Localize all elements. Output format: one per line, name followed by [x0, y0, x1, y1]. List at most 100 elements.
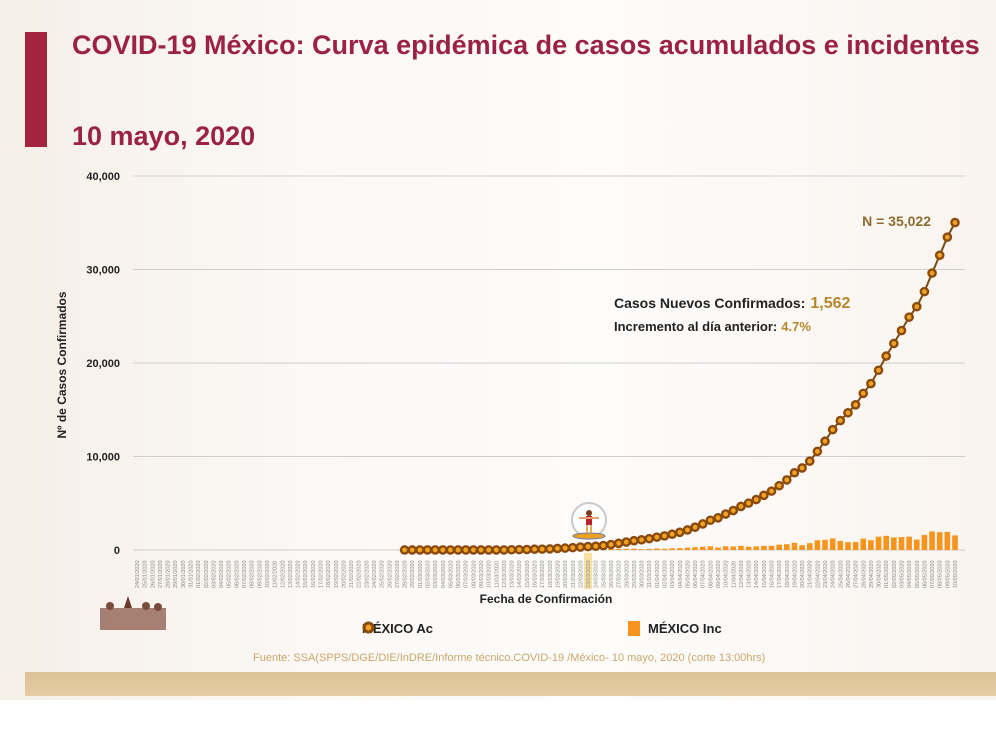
- cumulative-point: [927, 268, 937, 278]
- x-tick-label: 25/01/2020: [143, 560, 149, 588]
- x-tick-label: 06/04/2020: [693, 560, 699, 588]
- legend-incident: MÉXICO Inc: [628, 621, 722, 636]
- x-tick-label: 27/01/2020: [158, 560, 164, 588]
- incident-bar: [722, 546, 729, 550]
- incident-bar: [921, 534, 928, 550]
- cumulative-point: [445, 545, 456, 555]
- cumulative-point: [804, 456, 815, 466]
- cumulative-point: [590, 541, 601, 552]
- x-tick-label: 22/03/2020: [578, 560, 584, 588]
- x-tick-label: 24/01/2020: [135, 560, 141, 588]
- background: [0, 0, 996, 700]
- cumulative-point: [911, 301, 922, 312]
- incident-bar: [944, 531, 951, 550]
- x-tick-label: 04/03/2020: [441, 560, 447, 588]
- x-tick-label: 29/02/2020: [410, 560, 416, 588]
- y-tick-label: 30,000: [86, 265, 120, 277]
- x-tick-label: 04/02/2020: [219, 560, 225, 588]
- x-tick-label: 05/03/2020: [448, 560, 454, 588]
- cumulative-point: [720, 509, 731, 519]
- incident-bar: [776, 544, 782, 550]
- new-cases-value: 1,562: [810, 295, 850, 312]
- cumulative-point: [644, 533, 655, 544]
- y-axis-label: Nº de Casos Confirmados: [55, 291, 69, 438]
- y-tick-label: 0: [114, 545, 120, 557]
- cumulative-point: [407, 545, 418, 555]
- x-tick-label: 12/04/2020: [739, 560, 745, 588]
- page-date: 10 mayo, 2020: [72, 121, 256, 151]
- x-tick-label: 19/04/2020: [792, 560, 798, 588]
- x-tick-label: 04/04/2020: [678, 560, 684, 588]
- cumulative-point: [560, 543, 570, 553]
- x-tick-label: 03/05/2020: [899, 560, 905, 588]
- incident-bar: [891, 537, 897, 550]
- cumulative-point: [690, 522, 700, 532]
- x-tick-label: 16/03/2020: [533, 560, 539, 588]
- x-tick-label: 09/05/2020: [945, 560, 951, 588]
- x-tick-label: 02/02/2020: [204, 560, 210, 588]
- cumulative-point: [629, 535, 639, 546]
- x-tick-label: 31/03/2020: [647, 560, 653, 588]
- x-tick-label: 06/03/2020: [456, 560, 462, 588]
- increase-annotation: Incremento al día anterior: 4.7%: [614, 319, 811, 334]
- incident-bar: [898, 537, 905, 550]
- x-tick-label: 12/03/2020: [502, 560, 508, 588]
- incident-bar: [615, 548, 622, 550]
- cumulative-point: [697, 519, 708, 529]
- x-tick-label: 16/04/2020: [770, 560, 776, 588]
- cumulative-point: [789, 467, 800, 478]
- x-tick-label: 02/04/2020: [662, 560, 668, 588]
- total-annotation: N = 35,022: [862, 213, 931, 229]
- x-tick-label: 19/03/2020: [555, 560, 561, 588]
- x-tick-label: 01/04/2020: [655, 560, 661, 588]
- x-tick-label: 20/04/2020: [800, 560, 806, 588]
- x-tick-label: 18/02/2020: [326, 560, 332, 588]
- x-tick-label: 27/03/2020: [617, 560, 623, 588]
- x-tick-label: 28/01/2020: [166, 560, 172, 588]
- cumulative-point: [896, 325, 907, 336]
- x-tick-label: 03/03/2020: [433, 560, 439, 588]
- cumulative-point: [820, 436, 830, 447]
- cumulative-point: [399, 545, 410, 555]
- x-tick-label: 17/03/2020: [540, 560, 546, 588]
- incident-bar: [692, 547, 698, 550]
- x-tick-label: 24/02/2020: [372, 560, 378, 588]
- incident-bar: [738, 545, 744, 550]
- source-note: Fuente: SSA(SPPS/DGE/DIE/InDRE/Informe t…: [253, 652, 766, 664]
- x-tick-label: 29/04/2020: [869, 560, 875, 588]
- accent-bar: [25, 32, 47, 147]
- incident-bar: [829, 538, 836, 550]
- incident-bar: [852, 542, 859, 550]
- cumulative-point: [659, 531, 670, 541]
- x-tick-label: 01/05/2020: [884, 560, 890, 588]
- ring-marker-icon: [362, 621, 375, 634]
- incident-bar: [608, 548, 614, 550]
- x-tick-label: 10/04/2020: [724, 560, 730, 588]
- cumulative-point: [827, 424, 838, 435]
- x-tick-label: 11/03/2020: [494, 561, 500, 588]
- page-title: COVID-19 México: Curva epidémica de caso…: [72, 30, 980, 60]
- cumulative-point: [713, 513, 723, 523]
- cumulative-point: [904, 312, 914, 322]
- cumulative-point: [575, 542, 586, 552]
- increase-label: Incremento al día anterior:: [614, 319, 777, 334]
- incident-bar: [631, 548, 637, 550]
- incident-bar: [929, 531, 935, 550]
- x-tick-label: 23/02/2020: [364, 560, 370, 588]
- x-tick-label: 26/04/2020: [846, 560, 852, 588]
- incident-bar: [952, 535, 958, 550]
- cumulative-point: [889, 338, 899, 349]
- cumulative-point: [866, 378, 876, 389]
- incident-bar: [845, 542, 851, 550]
- incident-bar: [654, 548, 660, 550]
- increase-value: 4.7%: [781, 319, 811, 334]
- x-tick-label: 28/03/2020: [624, 560, 630, 588]
- new-cases-label: Casos Nuevos Confirmados:: [614, 295, 805, 311]
- x-tick-label: 25/02/2020: [380, 560, 386, 588]
- incident-bar: [799, 545, 805, 550]
- cumulative-point: [797, 463, 807, 473]
- x-tick-label: 26/02/2020: [387, 560, 393, 588]
- incident-bar: [906, 536, 912, 550]
- incident-bar: [730, 546, 737, 550]
